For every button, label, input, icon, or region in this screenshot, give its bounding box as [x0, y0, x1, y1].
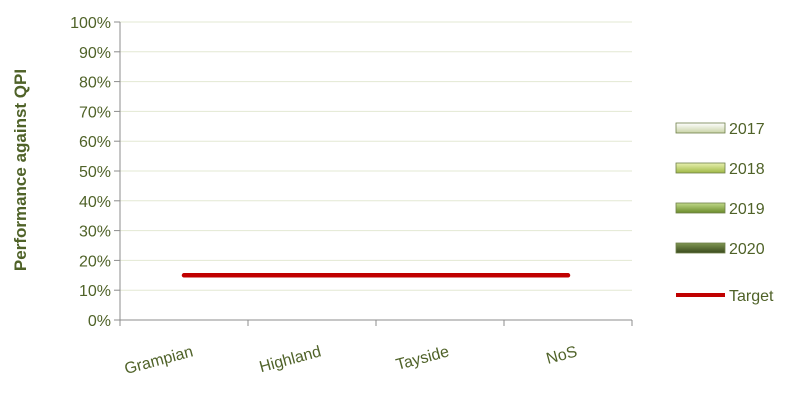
y-tick-label: 40% [79, 194, 111, 211]
x-category-label: Tayside [394, 343, 451, 373]
labels: 0% 10% 20% 30% 40% 50% 60% 70% 80% 90% 100% Grampia… [70, 15, 579, 378]
y-tick-label: 50% [79, 164, 111, 181]
legend-label-target: Target [729, 288, 774, 305]
legend-label-2020: 2020 [729, 241, 765, 258]
x-category-label: NoS [545, 343, 579, 367]
legend-swatch-2018 [675, 162, 726, 174]
y-tick-label: 90% [79, 45, 111, 62]
axes [114, 21, 633, 326]
legend-label-2018: 2018 [729, 161, 765, 178]
legend-label-2017: 2017 [729, 121, 765, 138]
legend-swatch-2020 [675, 242, 726, 254]
y-tick-label: 80% [79, 75, 111, 92]
y-tick-label: 70% [79, 104, 111, 121]
y-axis-title: Performance against QPI [11, 69, 30, 271]
gridlines [120, 21, 632, 291]
legend-swatch-2019 [675, 202, 726, 214]
x-category-label: Highland [258, 343, 323, 376]
x-category-label: Grampian [123, 343, 195, 378]
y-tick-label: 60% [79, 134, 111, 151]
legend-label-2019: 2019 [729, 201, 765, 218]
y-tick-label: 20% [79, 253, 111, 270]
y-tick-label: 30% [79, 224, 111, 241]
y-tick-label: 0% [88, 313, 111, 330]
y-tick-label: 100% [70, 15, 111, 32]
legend: 2017 2018 2019 2020 Target [675, 121, 774, 305]
legend-swatch-2017 [675, 122, 726, 134]
y-tick-label: 10% [79, 283, 111, 300]
